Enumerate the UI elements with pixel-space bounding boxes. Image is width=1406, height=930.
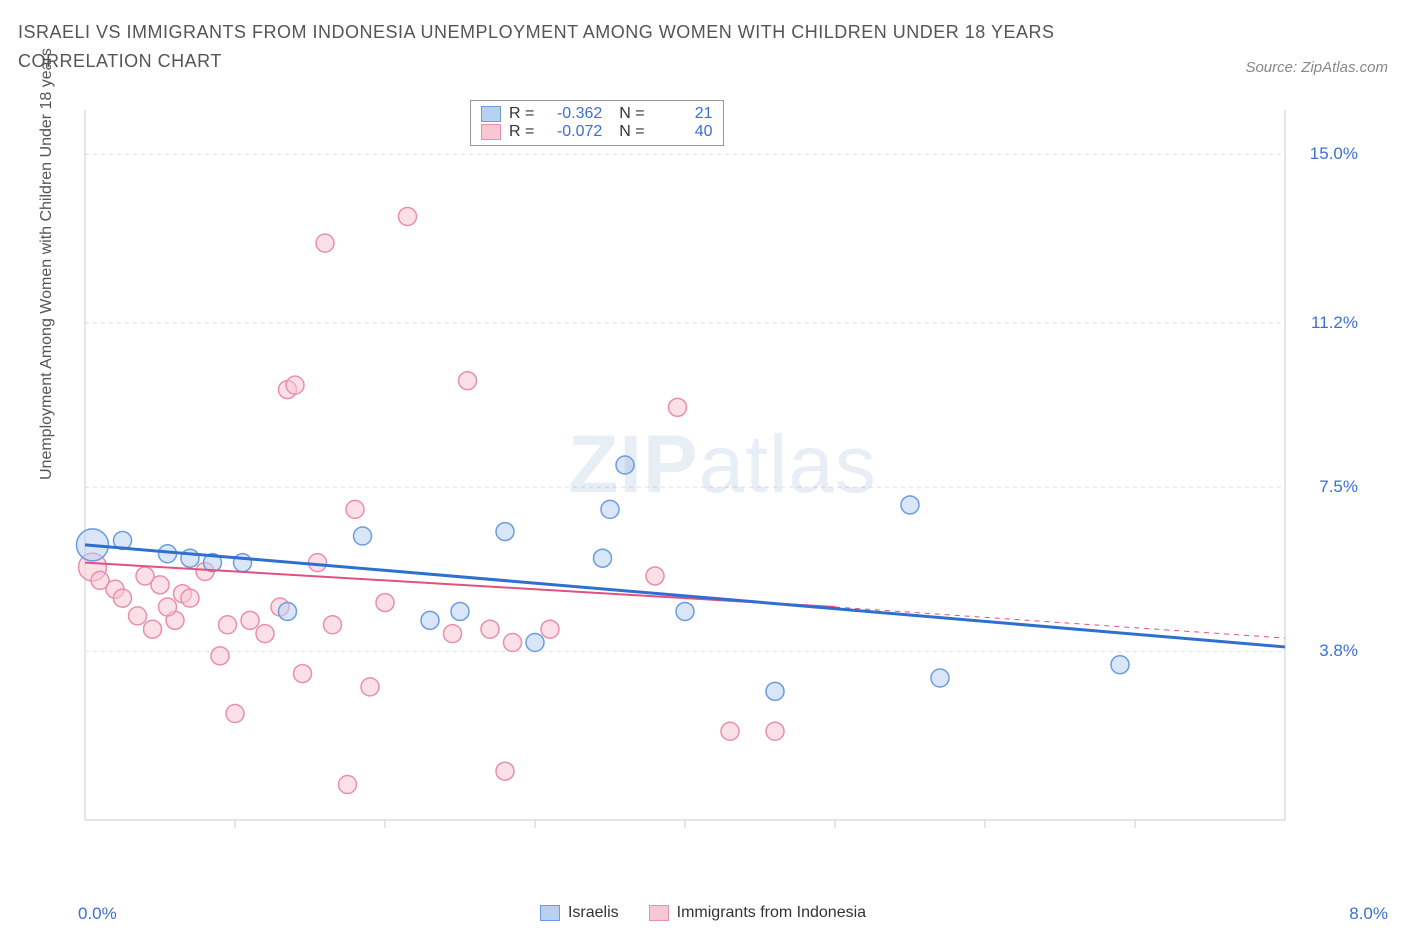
legend-stat-row: R = -0.072 N = 40 [481,123,713,141]
legend-label: Immigrants from Indonesia [677,904,866,922]
legend-swatch [540,905,560,921]
legend-swatch [481,124,501,140]
r-label: R = [509,105,534,123]
y-axis-label: Unemployment Among Women with Children U… [38,48,56,480]
chart-header: ISRAELI VS IMMIGRANTS FROM INDONESIA UNE… [18,18,1388,76]
legend-item: Immigrants from Indonesia [649,904,866,922]
scatter-plot-svg [75,100,1370,860]
legend-swatch [649,905,669,921]
r-value: -0.362 [542,105,602,123]
y-tick-label: 3.8% [1319,641,1358,661]
legend-stat-row: R = -0.362 N = 21 [481,105,713,123]
legend-swatch [481,106,501,122]
n-value: 21 [653,105,713,123]
n-label: N = [610,105,644,123]
y-tick-label: 15.0% [1310,144,1358,164]
n-label: N = [610,123,644,141]
y-tick-label: 7.5% [1319,477,1358,497]
legend-label: Israelis [568,904,619,922]
r-label: R = [509,123,534,141]
legend-item: Israelis [540,904,619,922]
r-value: -0.072 [542,123,602,141]
series-legend: Israelis Immigrants from Indonesia [0,904,1406,922]
n-value: 40 [653,123,713,141]
correlation-legend: R = -0.362 N = 21 R = -0.072 N = 40 [470,100,724,146]
chart-plot-area: ZIPatlas R =-0.362 N =21R =-0.072 N =40 … [75,100,1370,860]
chart-title: ISRAELI VS IMMIGRANTS FROM INDONESIA UNE… [18,18,1118,76]
source-attribution: Source: ZipAtlas.com [1245,59,1388,76]
y-tick-label: 11.2% [1311,313,1358,333]
